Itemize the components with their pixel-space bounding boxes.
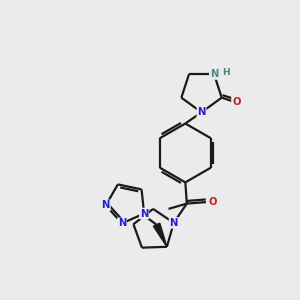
Text: N: N [210,69,218,79]
Text: N: N [118,218,126,228]
Text: N: N [169,218,178,228]
Text: H: H [222,68,230,77]
Text: N: N [140,208,148,218]
Text: N: N [197,107,206,117]
Text: O: O [208,197,217,207]
Text: N: N [102,200,110,210]
Text: O: O [232,98,241,107]
Polygon shape [153,223,167,247]
